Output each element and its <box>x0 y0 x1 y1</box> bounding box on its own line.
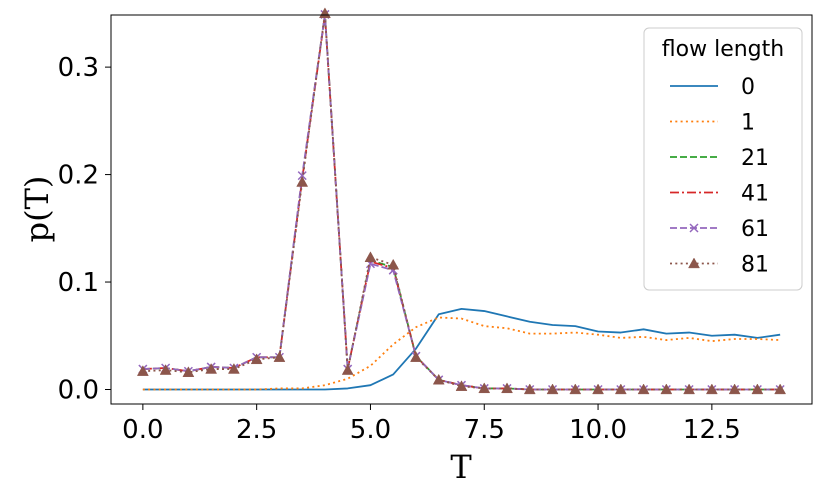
data-point-81 <box>159 364 172 375</box>
data-point-81 <box>182 366 195 377</box>
data-point-81 <box>432 373 445 385</box>
series-81 <box>136 7 787 395</box>
legend-label: 1 <box>741 111 755 136</box>
x-tick-label: 10.0 <box>569 415 627 445</box>
data-point-81 <box>455 380 468 391</box>
y-tick-label: 0.1 <box>58 268 99 298</box>
legend-entry-0: 0 <box>670 75 755 100</box>
data-point-81 <box>250 353 263 365</box>
legend-entry-1: 1 <box>670 111 755 136</box>
x-tick-label: 2.5 <box>236 415 277 445</box>
legend-label: 61 <box>741 217 769 242</box>
legend: flow length 0 1 21 41 61 81 <box>643 27 803 291</box>
data-point-81 <box>227 363 240 374</box>
data-point-81 <box>387 258 400 270</box>
data-point-81 <box>592 383 604 395</box>
data-point-81 <box>705 383 718 395</box>
data-point-81 <box>364 251 377 262</box>
legend-box <box>643 27 803 291</box>
legend-entry-41: 41 <box>670 182 769 207</box>
y-tick-label: 0.0 <box>58 375 99 405</box>
series-layer <box>136 7 787 395</box>
x-tick-label: 5.0 <box>350 415 391 445</box>
data-point-81 <box>614 383 627 395</box>
series-line-81 <box>142 12 781 391</box>
x-tick-label: 7.5 <box>464 415 505 445</box>
data-point-81 <box>637 383 650 395</box>
data-point-81 <box>205 363 218 374</box>
x-tick-label: 0.0 <box>122 415 163 445</box>
legend-label: 21 <box>741 146 769 171</box>
legend-entry-61: 61 <box>670 217 769 242</box>
series-1 <box>142 316 781 391</box>
legend-entry-81: 81 <box>670 253 769 278</box>
data-point-81 <box>410 351 422 362</box>
data-point-81 <box>273 351 286 362</box>
legend-marker <box>688 257 700 269</box>
data-point-81 <box>501 382 513 394</box>
data-point-81 <box>774 383 787 395</box>
y-tick-label: 0.3 <box>58 53 99 83</box>
data-point-81 <box>341 364 354 375</box>
data-point-81 <box>569 383 582 395</box>
data-point-81 <box>296 176 309 187</box>
data-point-81 <box>523 383 536 395</box>
data-point-81 <box>751 383 764 395</box>
legend-marker <box>689 223 699 233</box>
data-point-81 <box>728 383 741 395</box>
x-axis: 0.0 2.5 5.0 7.5 10.0 12.5 <box>122 404 741 445</box>
series-line-61 <box>142 13 781 391</box>
legend-label: 41 <box>741 182 769 207</box>
data-point-81 <box>319 7 331 19</box>
series-line-1 <box>142 316 781 391</box>
legend-title: flow length <box>662 37 784 62</box>
legend-label: 81 <box>741 253 769 278</box>
x-axis-label: T <box>450 448 472 486</box>
data-point-81 <box>660 383 673 395</box>
legend-entry-21: 21 <box>670 146 769 171</box>
x-tick-label: 12.5 <box>683 415 741 445</box>
data-point-81 <box>478 382 491 394</box>
legend-label: 0 <box>741 75 755 100</box>
data-point-81 <box>136 365 149 376</box>
y-axis: 0.0 0.1 0.2 0.3 <box>58 53 111 405</box>
plot-frame <box>110 14 813 405</box>
y-axis-label: p(T) <box>18 176 56 243</box>
data-point-81 <box>683 383 696 395</box>
data-point-81 <box>546 383 559 395</box>
y-tick-label: 0.2 <box>58 161 99 191</box>
data-point-61 <box>297 171 307 181</box>
